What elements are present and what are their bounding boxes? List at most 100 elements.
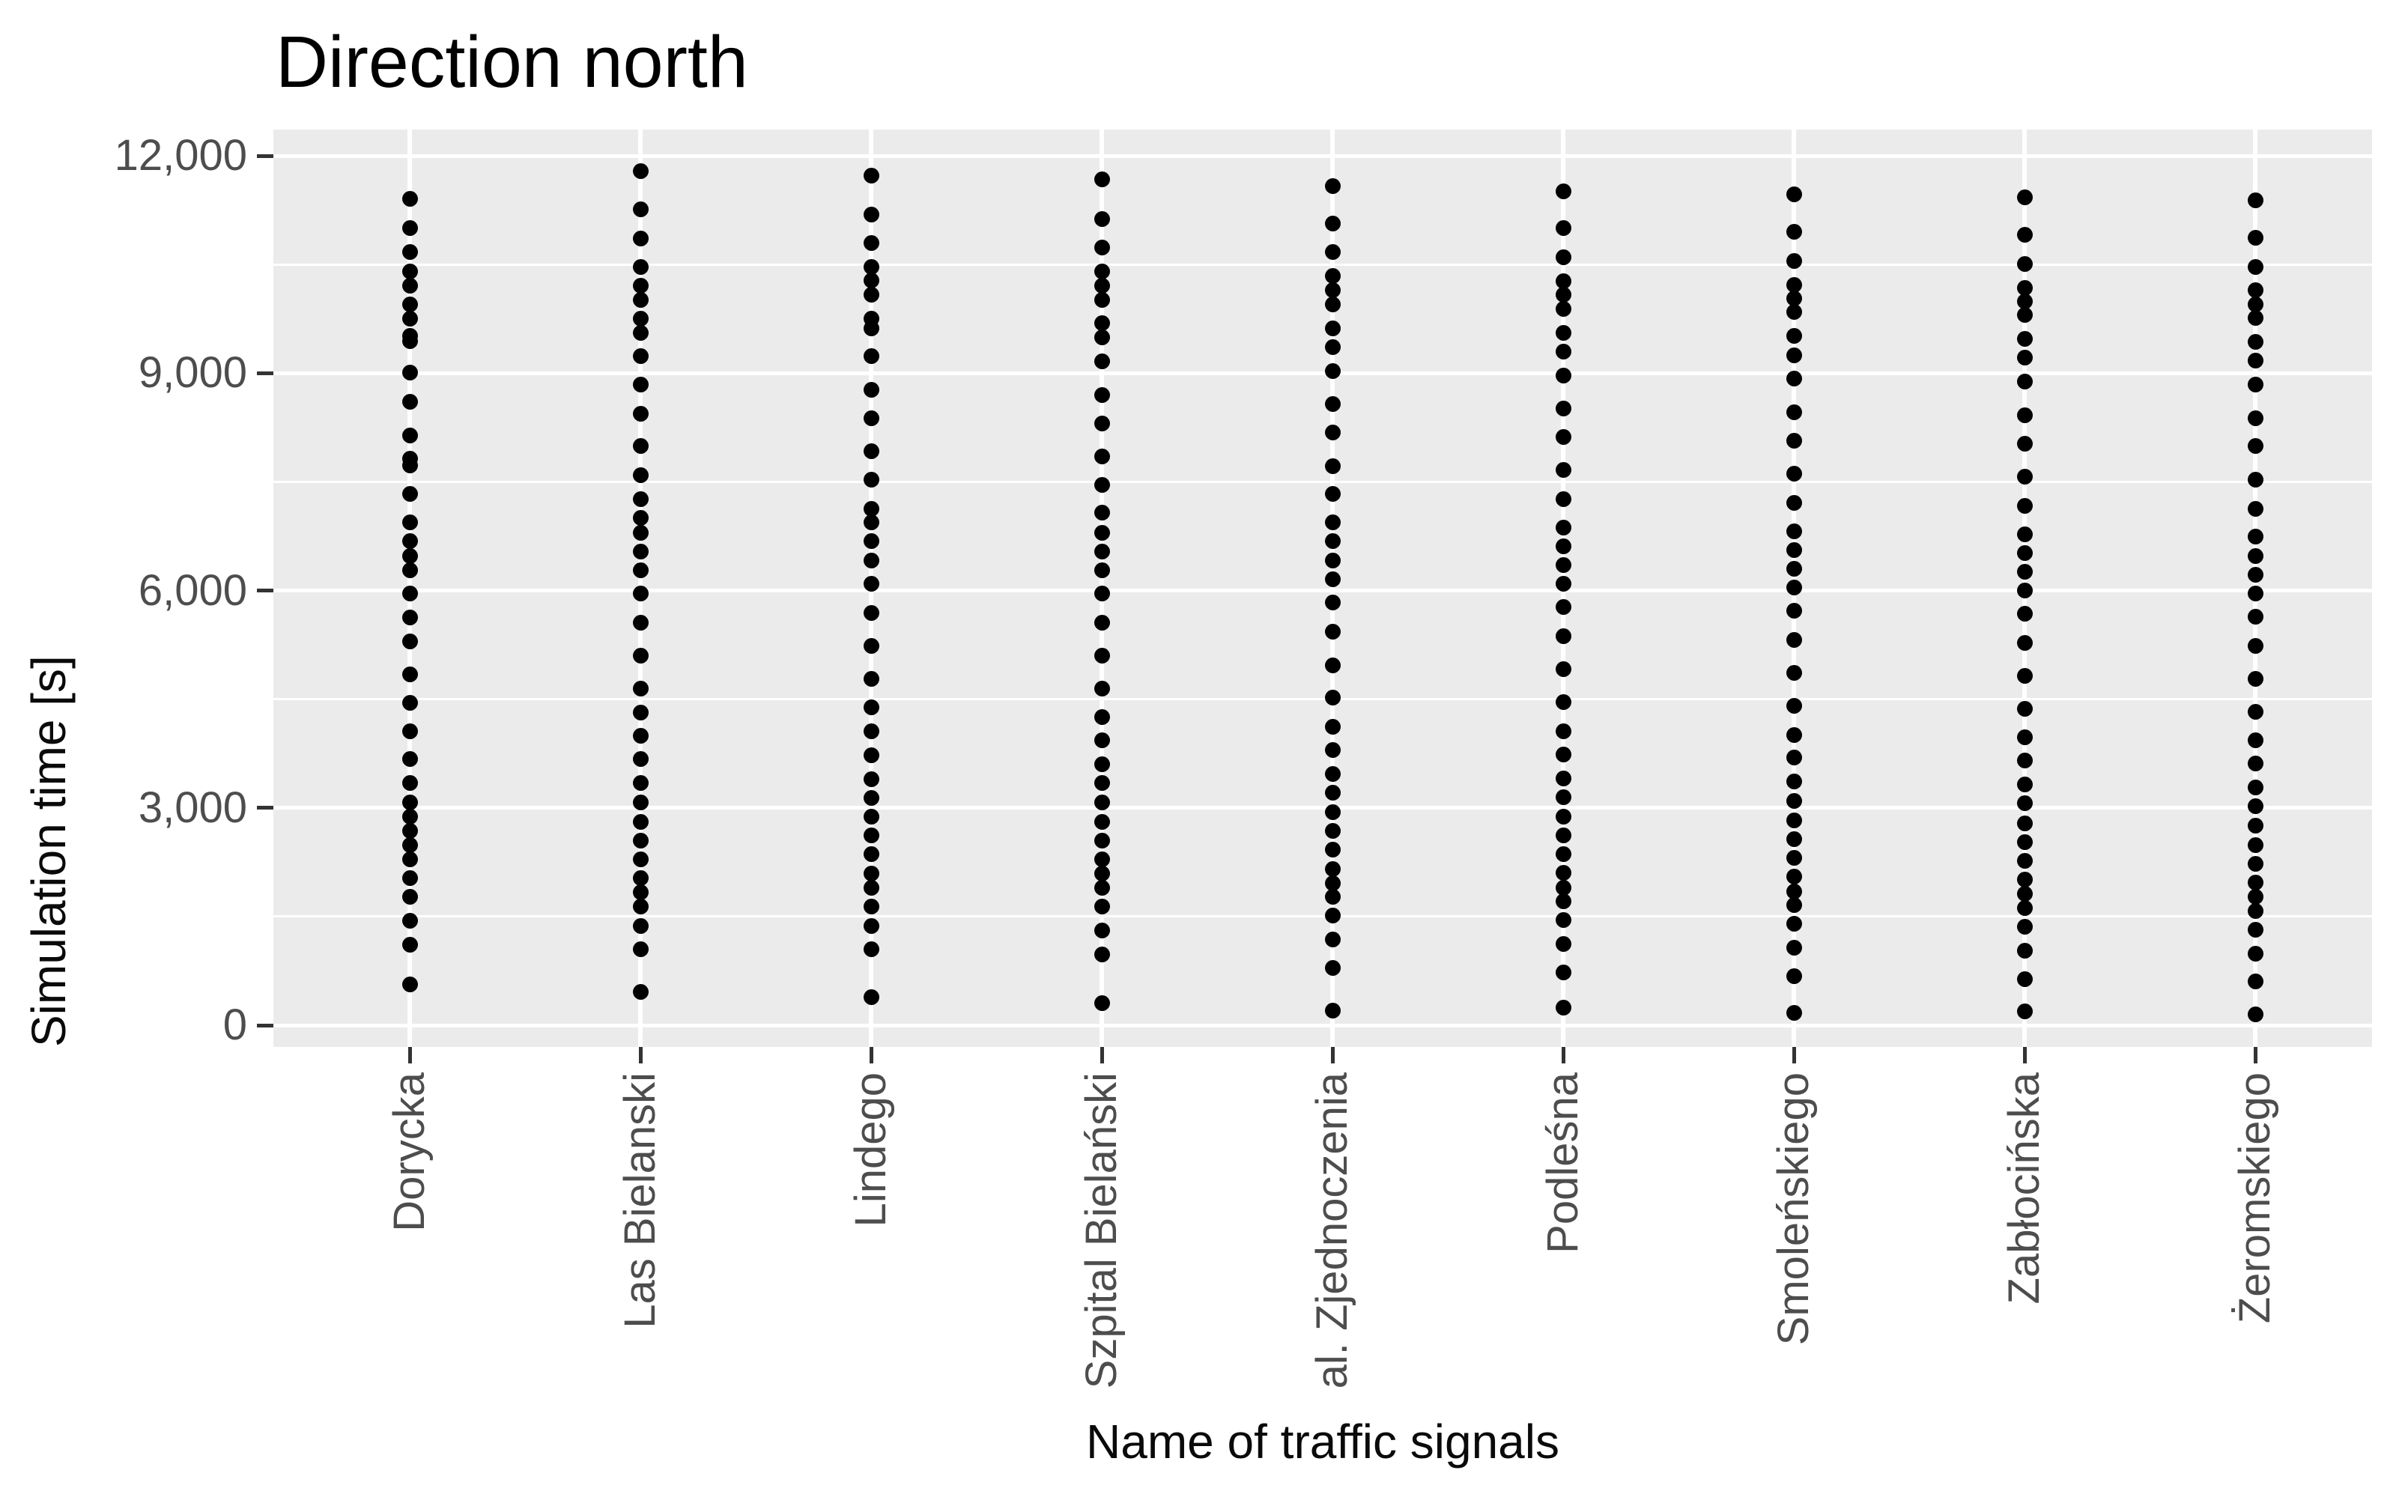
data-point bbox=[632, 851, 649, 867]
data-point bbox=[863, 234, 879, 251]
x-tick-mark bbox=[407, 1047, 412, 1063]
data-point bbox=[2247, 192, 2263, 208]
data-point bbox=[1324, 804, 1341, 821]
data-point bbox=[2247, 296, 2263, 312]
data-point bbox=[401, 220, 418, 237]
data-point bbox=[1555, 865, 1571, 881]
data-point bbox=[2247, 798, 2263, 815]
data-point bbox=[1786, 869, 1802, 885]
data-point bbox=[2247, 229, 2263, 246]
data-point bbox=[1555, 879, 1571, 896]
data-point bbox=[1786, 812, 1802, 828]
data-point bbox=[1094, 922, 1110, 938]
data-point bbox=[863, 747, 879, 763]
data-point bbox=[632, 884, 649, 901]
data-point bbox=[1786, 939, 1802, 956]
data-point bbox=[401, 190, 418, 207]
data-point bbox=[1555, 789, 1571, 805]
data-point bbox=[1324, 718, 1341, 735]
data-point bbox=[1324, 553, 1341, 569]
data-point bbox=[863, 514, 879, 531]
y-tick-mark bbox=[257, 1023, 273, 1027]
data-point bbox=[2247, 671, 2263, 687]
data-point bbox=[1555, 324, 1571, 341]
data-point bbox=[1555, 538, 1571, 554]
x-tick-mark bbox=[638, 1047, 643, 1063]
data-point bbox=[863, 382, 879, 398]
data-point bbox=[2016, 918, 2033, 935]
data-point bbox=[1786, 726, 1802, 743]
data-point bbox=[1324, 932, 1341, 948]
data-point bbox=[2247, 837, 2263, 853]
data-point bbox=[863, 989, 879, 1005]
data-point bbox=[2247, 945, 2263, 962]
data-point bbox=[1786, 224, 1802, 240]
data-point bbox=[632, 728, 649, 744]
data-point bbox=[1786, 404, 1802, 420]
data-point bbox=[1786, 665, 1802, 681]
data-point bbox=[1324, 741, 1341, 758]
data-point bbox=[632, 543, 649, 559]
data-point bbox=[401, 913, 418, 929]
data-point bbox=[401, 547, 418, 564]
data-point bbox=[2247, 818, 2263, 834]
data-point bbox=[1555, 808, 1571, 825]
data-point bbox=[2016, 753, 2033, 769]
data-point bbox=[1324, 657, 1341, 673]
data-point bbox=[1094, 543, 1110, 559]
data-point bbox=[1324, 595, 1341, 611]
data-point bbox=[1555, 599, 1571, 616]
data-point bbox=[2247, 500, 2263, 517]
data-point bbox=[1555, 249, 1571, 265]
x-tick-mark bbox=[1792, 1047, 1796, 1063]
data-point bbox=[2016, 899, 2033, 916]
data-point bbox=[1555, 491, 1571, 508]
minor-gridline bbox=[273, 698, 2372, 701]
data-point bbox=[2016, 815, 2033, 831]
data-point bbox=[863, 320, 879, 336]
data-point bbox=[863, 898, 879, 914]
major-gridline bbox=[273, 806, 2372, 810]
data-point bbox=[1094, 866, 1110, 882]
data-point bbox=[1094, 879, 1110, 896]
data-point bbox=[1324, 823, 1341, 840]
data-point bbox=[1555, 462, 1571, 479]
data-point bbox=[632, 794, 649, 810]
data-point bbox=[1324, 486, 1341, 503]
data-point bbox=[401, 311, 418, 327]
data-point bbox=[632, 377, 649, 393]
data-point bbox=[2016, 279, 2033, 296]
data-point bbox=[2016, 255, 2033, 272]
data-point bbox=[863, 671, 879, 687]
plot-panel bbox=[273, 130, 2372, 1047]
data-point bbox=[2016, 872, 2033, 888]
data-point bbox=[2247, 637, 2263, 654]
data-point bbox=[1786, 1005, 1802, 1021]
data-point bbox=[632, 258, 649, 275]
data-point bbox=[632, 704, 649, 720]
data-point bbox=[1555, 183, 1571, 199]
data-point bbox=[1094, 330, 1110, 346]
data-point bbox=[401, 585, 418, 601]
data-point bbox=[1555, 846, 1571, 863]
minor-gridline bbox=[273, 263, 2372, 266]
data-point bbox=[863, 443, 879, 460]
data-point bbox=[2016, 886, 2033, 902]
data-point bbox=[1555, 693, 1571, 710]
data-point bbox=[2247, 547, 2263, 564]
data-point bbox=[1324, 216, 1341, 232]
data-point bbox=[632, 917, 649, 934]
data-point bbox=[632, 680, 649, 696]
data-point bbox=[1094, 386, 1110, 403]
data-point bbox=[1786, 252, 1802, 269]
data-point bbox=[401, 514, 418, 531]
data-point bbox=[1094, 732, 1110, 749]
data-point bbox=[632, 614, 649, 631]
data-point bbox=[1094, 614, 1110, 631]
data-point bbox=[1094, 680, 1110, 696]
minor-gridline bbox=[273, 480, 2372, 483]
y-tick-label: 3,000 bbox=[138, 783, 247, 832]
data-point bbox=[863, 917, 879, 934]
data-point bbox=[863, 287, 879, 303]
data-point bbox=[1094, 851, 1110, 867]
